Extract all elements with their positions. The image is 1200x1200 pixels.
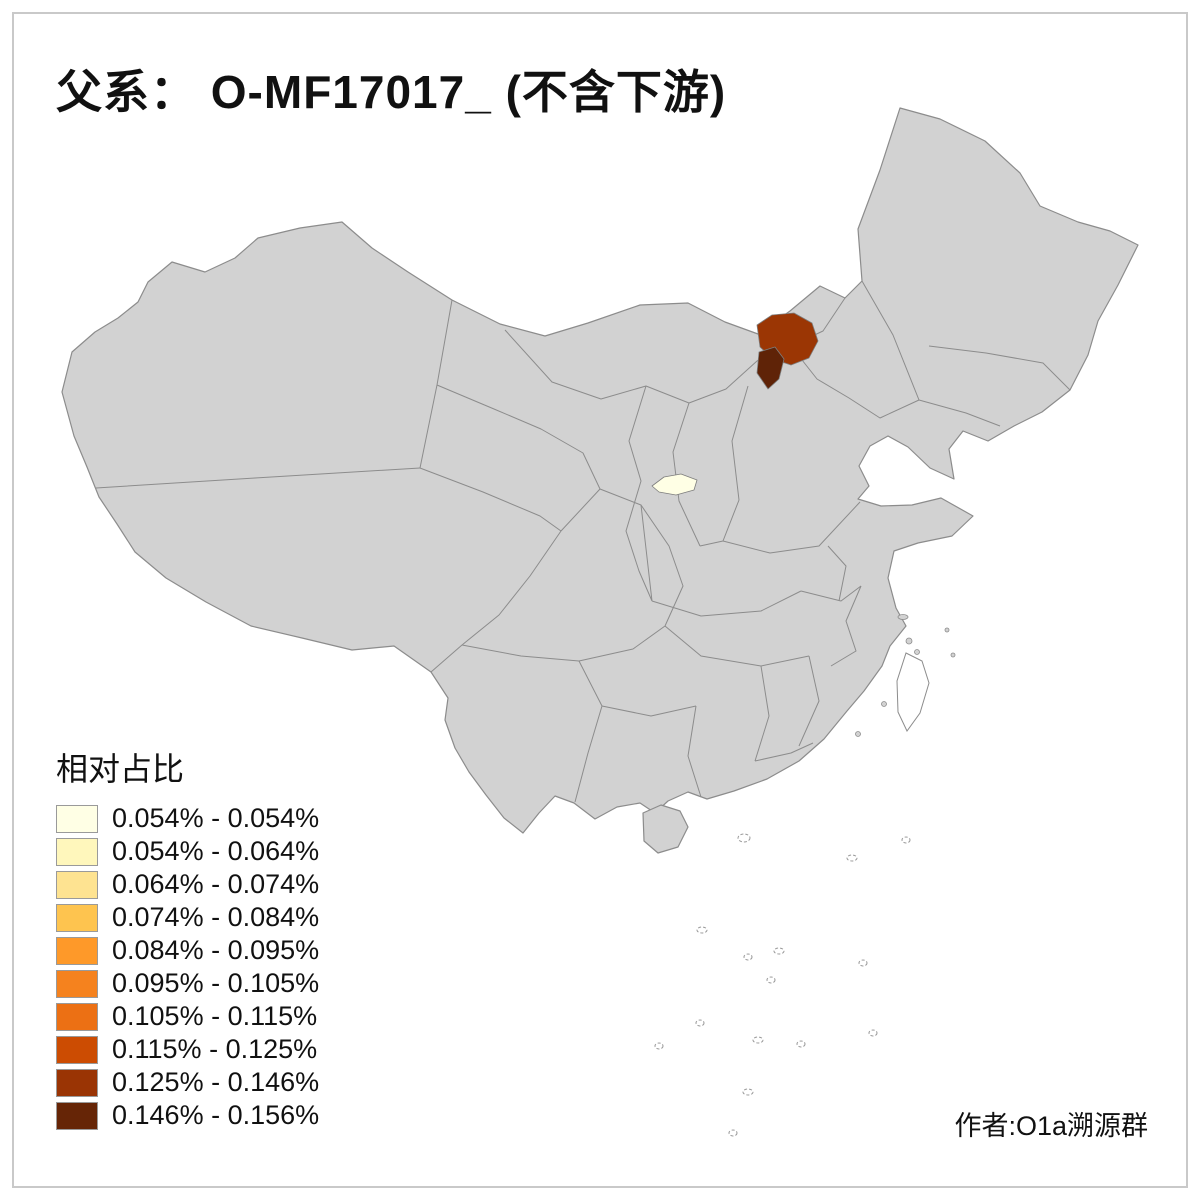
south-china-sea-islands <box>654 833 911 1137</box>
legend-label: 0.115% - 0.125% <box>112 1034 318 1064</box>
legend-label: 0.095% - 0.105% <box>112 968 320 998</box>
region-highlight-palest <box>651 473 698 496</box>
province-borders <box>95 280 1071 803</box>
legend-label: 0.084% - 0.095% <box>112 935 320 965</box>
legend-swatch <box>56 903 98 932</box>
legend-item: 0.146% - 0.156% <box>56 1099 319 1132</box>
taiwan-island <box>896 652 930 732</box>
legend-label: 0.054% - 0.064% <box>112 836 320 866</box>
legend-item: 0.084% - 0.095% <box>56 934 319 967</box>
legend-swatch <box>56 837 98 866</box>
legend-item: 0.115% - 0.125% <box>56 1033 319 1066</box>
legend: 相对占比 0.054% - 0.054% 0.054% - 0.064% 0.0… <box>56 744 319 1132</box>
hainan-island <box>642 804 689 854</box>
legend-swatch <box>56 870 98 899</box>
legend-item: 0.125% - 0.146% <box>56 1066 319 1099</box>
legend-item: 0.054% - 0.054% <box>56 802 319 835</box>
author-credit: 作者:O1a溯源群 <box>954 1111 1148 1141</box>
legend-label: 0.064% - 0.074% <box>112 869 320 899</box>
legend-swatch <box>56 936 98 965</box>
legend-item: 0.054% - 0.064% <box>56 835 319 868</box>
legend-title: 相对占比 <box>56 751 185 787</box>
coastal-islets <box>855 614 956 737</box>
legend-swatch <box>56 1068 98 1097</box>
legend-label: 0.125% - 0.146% <box>112 1067 320 1097</box>
legend-swatch <box>56 1002 98 1031</box>
legend-label: 0.146% - 0.156% <box>112 1100 320 1130</box>
legend-item: 0.105% - 0.115% <box>56 1000 319 1033</box>
legend-label: 0.105% - 0.115% <box>112 1001 318 1031</box>
legend-swatch <box>56 969 98 998</box>
legend-swatch <box>56 804 98 833</box>
legend-label: 0.054% - 0.054% <box>112 803 320 833</box>
legend-label: 0.074% - 0.084% <box>112 902 320 932</box>
legend-item: 0.064% - 0.074% <box>56 868 319 901</box>
region-highlight-darkest <box>756 346 785 390</box>
legend-item: 0.074% - 0.084% <box>56 901 319 934</box>
china-mainland-shape <box>61 107 1139 834</box>
legend-swatch <box>56 1035 98 1064</box>
legend-swatch <box>56 1101 98 1130</box>
legend-item: 0.095% - 0.105% <box>56 967 319 1000</box>
map-title: 父系： O-MF17017_ (不含下游) <box>56 66 727 118</box>
